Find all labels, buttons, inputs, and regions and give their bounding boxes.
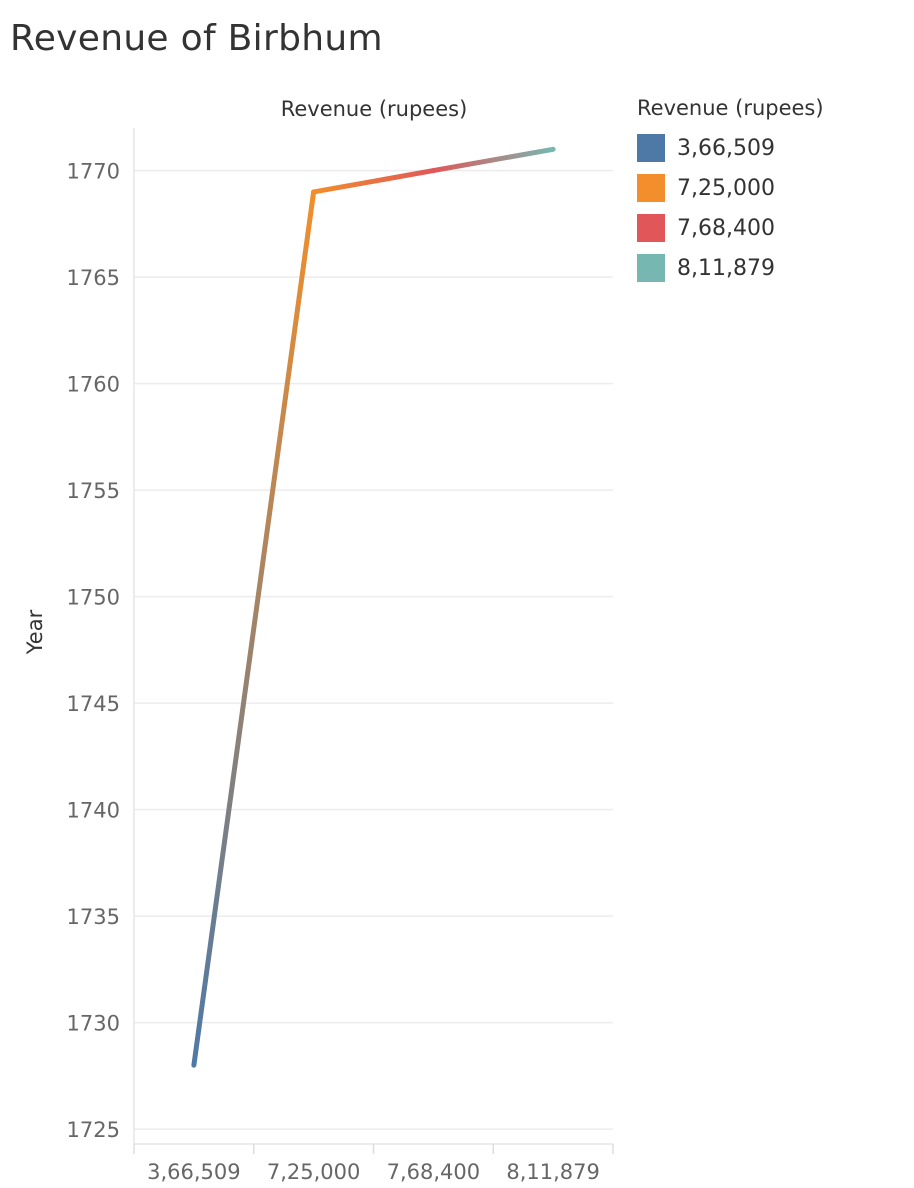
legend-label: 7,25,000 bbox=[677, 175, 775, 201]
legend-item: 3,66,509 bbox=[637, 128, 824, 168]
chart-title: Revenue of Birbhum bbox=[10, 18, 383, 59]
legend-item: 8,11,879 bbox=[637, 248, 824, 288]
line-segment bbox=[311, 168, 436, 195]
legend-label: 7,68,400 bbox=[677, 215, 775, 241]
legend-item: 7,68,400 bbox=[637, 208, 824, 248]
legend-label: 8,11,879 bbox=[677, 255, 775, 281]
x-axis-title: Revenue (rupees) bbox=[281, 97, 468, 121]
legend-items: 3,66,509 7,25,000 7,68,400 8,11,879 bbox=[637, 128, 824, 288]
legend-swatch bbox=[637, 174, 665, 202]
y-tick-label: 1770 bbox=[67, 160, 120, 184]
y-tick-label: 1760 bbox=[67, 373, 120, 397]
y-tick-label: 1745 bbox=[67, 692, 120, 716]
x-tick-label: 3,66,509 bbox=[147, 1160, 241, 1184]
axes: 1725 1730 1735 1740 1745 1750 1755 1760 1765 1770… bbox=[67, 128, 614, 1184]
line-segment bbox=[430, 146, 556, 174]
line-segment bbox=[191, 189, 317, 1068]
legend-title: Revenue (rupees) bbox=[637, 96, 824, 120]
legend-swatch bbox=[637, 134, 665, 162]
y-tick-label: 1725 bbox=[67, 1118, 120, 1142]
y-tick-label: 1735 bbox=[67, 905, 120, 929]
y-tick-label: 1740 bbox=[67, 799, 120, 823]
legend-swatch bbox=[637, 254, 665, 282]
y-tick-label: 1755 bbox=[67, 479, 120, 503]
legend-item: 7,25,000 bbox=[637, 168, 824, 208]
legend-label: 3,66,509 bbox=[677, 135, 775, 161]
legend: Revenue (rupees) 3,66,509 7,25,000 7,68,40… bbox=[637, 96, 824, 288]
y-tick-label: 1730 bbox=[67, 1012, 120, 1036]
x-tick-label: 7,68,400 bbox=[387, 1160, 481, 1184]
y-axis-title: Year bbox=[23, 609, 47, 655]
x-tick-label: 8,11,879 bbox=[506, 1160, 600, 1184]
series-line bbox=[191, 146, 556, 1068]
y-tick-label: 1765 bbox=[67, 266, 120, 290]
x-tick-label: 7,25,000 bbox=[267, 1160, 361, 1184]
y-tick-label: 1750 bbox=[67, 586, 120, 610]
legend-swatch bbox=[637, 214, 665, 242]
